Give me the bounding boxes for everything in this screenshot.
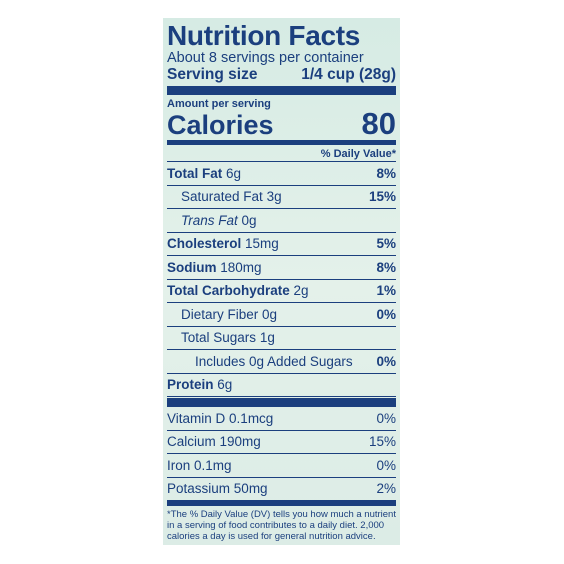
vitamin-name: Calcium (167, 434, 216, 450)
daily-value: 15% (368, 434, 396, 450)
footnote: *The % Daily Value (DV) tells you how mu… (167, 509, 396, 542)
nutrient-row: Total Carbohydrate 2g 1% (167, 280, 396, 303)
serving-size-label: Serving size (167, 66, 258, 83)
vitamin-name: Vitamin D (167, 410, 226, 426)
nutrient-amount: 6g (217, 377, 233, 393)
daily-value: 0% (376, 410, 396, 426)
nutrient-row: Total Fat 6g 8% (167, 162, 396, 186)
nutrient-name: Dietary Fiber (181, 306, 259, 322)
daily-value: 15% (368, 189, 396, 205)
vitamin-list: Vitamin D 0.1mcg 0% Calcium 190mg 15% Iron 0… (167, 407, 396, 501)
daily-value: 8% (376, 165, 396, 181)
vitamin-amount: 0.1mg (194, 457, 232, 473)
amount-per-serving: Amount per serving (167, 98, 271, 110)
vitamin-row: Vitamin D 0.1mcg 0% (167, 407, 396, 431)
serving-size-value: 1/4 cup (28g) (301, 66, 396, 83)
vitamin-amount: 0.1mcg (229, 410, 274, 426)
daily-value: 0% (376, 457, 396, 473)
vitamin-row: Iron 0.1mg 0% (167, 454, 396, 478)
nutrient-list: Total Fat 6g 8% Saturated Fat 3g 15% Trans F… (167, 162, 396, 397)
daily-value: 1% (376, 283, 396, 299)
nutrient-name: Cholesterol (167, 236, 242, 252)
nutrient-row: Includes 0g Added Sugars 0% (167, 350, 396, 374)
nutrient-name: Sodium (167, 259, 217, 275)
nutrient-name: Saturated Fat (181, 189, 263, 205)
nutrient-row: Protein 6g (167, 374, 396, 397)
nutrient-amount: 6g (226, 165, 242, 181)
calories-label: Calories (167, 110, 274, 140)
nutrient-name: Total Carbohydrate (167, 283, 290, 299)
daily-value: 8% (376, 259, 396, 275)
nutrient-amount: 3g (266, 189, 282, 205)
nutrient-name: Includes 0g Added Sugars (195, 353, 353, 369)
nutrient: Cholesterol 15mg (167, 236, 279, 251)
nutrient-row: Trans Fat 0g (167, 209, 396, 233)
vitamin: Vitamin D 0.1mcg (167, 411, 273, 426)
nutrient-amount: 180mg (220, 259, 262, 275)
nutrient: Total Carbohydrate 2g (167, 283, 309, 298)
nutrient: Includes 0g Added Sugars (195, 354, 353, 369)
nutrient-name: Total Sugars (181, 330, 257, 346)
daily-value: 0% (376, 353, 396, 369)
daily-value: 5% (376, 236, 396, 252)
calories: Calories 80 (167, 106, 396, 141)
daily-value-header: % Daily Value* (167, 147, 396, 162)
vitamin-name: Potassium (167, 481, 231, 497)
nutrient-row: Dietary Fiber 0g 0% (167, 303, 396, 327)
nutrient-amount: 0g (241, 212, 257, 228)
nutrient-amount: 2g (293, 283, 309, 299)
divider (167, 398, 396, 407)
nutrient: Sodium 180mg (167, 260, 262, 275)
vitamin-amount: 190mg (219, 434, 261, 450)
vitamin: Calcium 190mg (167, 434, 261, 449)
nutrient: Trans Fat 0g (181, 213, 257, 228)
nutrient: Total Sugars 1g (181, 330, 275, 345)
nutrient: Saturated Fat 3g (181, 189, 282, 204)
vitamin-amount: 50mg (233, 481, 268, 497)
nutrient-row: Sodium 180mg 8% (167, 256, 396, 280)
nutrient: Protein 6g (167, 377, 232, 392)
nutrient-row: Total Sugars 1g (167, 327, 396, 350)
vitamin: Iron 0.1mg (167, 458, 232, 473)
nutrient-amount: 1g (259, 330, 275, 346)
nutrient: Dietary Fiber 0g (181, 307, 277, 322)
vitamin-row: Calcium 190mg 15% (167, 431, 396, 454)
serving-size: Serving size 1/4 cup (28g) (167, 66, 396, 84)
calories-value: 80 (361, 106, 396, 141)
nutrient-name: Total Fat (167, 165, 223, 181)
divider (167, 501, 396, 506)
divider (167, 140, 396, 145)
servings: About 8 servings per container (167, 50, 364, 66)
vitamin: Potassium 50mg (167, 481, 268, 496)
nutrition-label: Nutrition Facts About 8 servings per con… (163, 18, 400, 545)
nutrient-amount: 0g (262, 306, 278, 322)
nutrient: Total Fat 6g (167, 166, 241, 181)
vitamin-name: Iron (167, 457, 191, 473)
vitamin-row: Potassium 50mg 2% (167, 478, 396, 501)
daily-value: 0% (376, 306, 396, 322)
nutrient-amount: 15mg (245, 236, 279, 252)
nutrient-row: Saturated Fat 3g 15% (167, 186, 396, 209)
nutrient-name: Trans Fat (181, 212, 238, 228)
divider (167, 86, 396, 95)
nutrient-row: Cholesterol 15mg 5% (167, 233, 396, 256)
nutrient-name: Protein (167, 377, 214, 393)
daily-value: 2% (376, 481, 396, 497)
title: Nutrition Facts (167, 20, 361, 51)
